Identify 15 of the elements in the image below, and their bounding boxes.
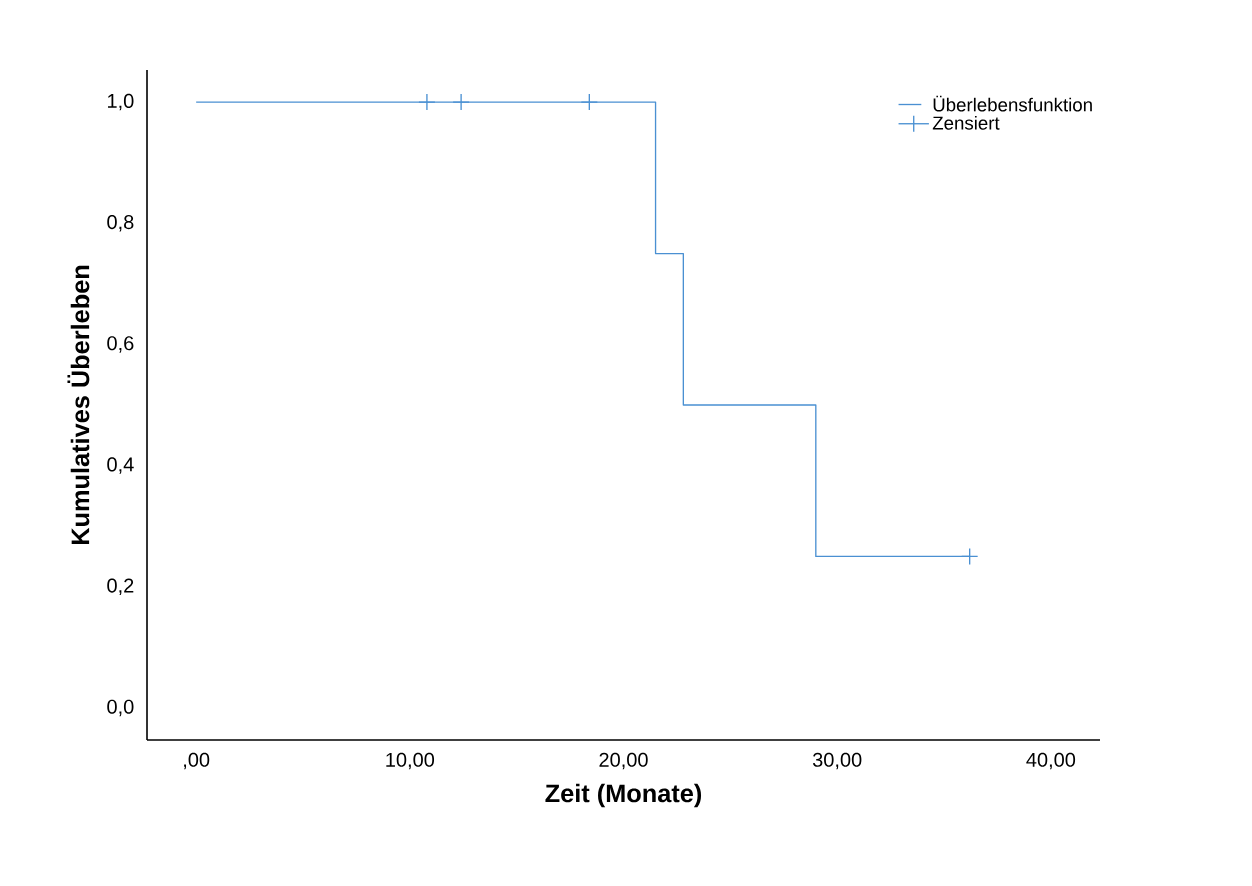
- y-tick-label: 0,2: [107, 578, 134, 595]
- y-tick-label: 0,8: [107, 215, 134, 232]
- y-tick-label: 0,6: [107, 336, 134, 353]
- x-tick-label: ,00: [184, 752, 210, 770]
- y-tick-label: 1,0: [108, 93, 134, 111]
- x-axis-title: Zeit (Monate): [545, 783, 702, 808]
- legend-label: Zensiert: [932, 115, 1000, 130]
- x-tick-label: 20,00: [599, 752, 648, 770]
- legend-label: Überlebensfunktion: [933, 95, 1092, 112]
- y-tick-label: 0,0: [107, 699, 134, 717]
- y-tick-label: 0,4: [107, 457, 134, 474]
- x-tick-label: 30,00: [812, 752, 862, 770]
- y-axis-title: Kumulatives Überleben: [67, 265, 90, 545]
- x-tick-label: 10,00: [386, 752, 435, 770]
- x-tick-label: 40,00: [1026, 752, 1076, 770]
